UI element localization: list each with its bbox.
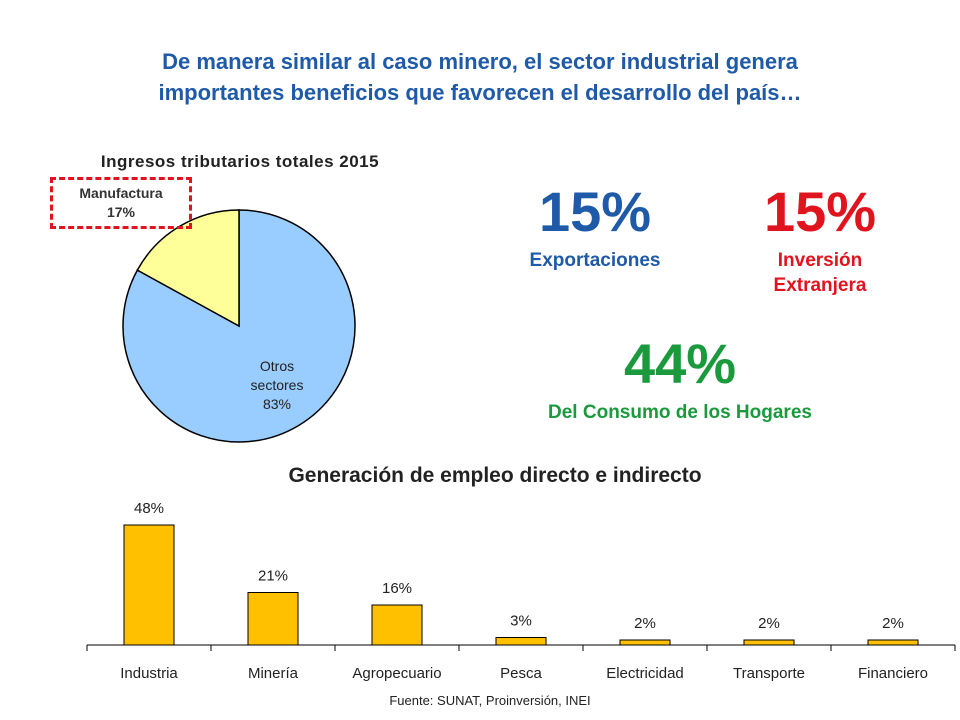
bar-category-label: Pesca bbox=[500, 665, 542, 682]
headline-line-2: importantes beneficios que favorecen el … bbox=[158, 80, 802, 105]
stat-consumo-label: Del Consumo de los Hogares bbox=[548, 402, 812, 423]
bar-agropecuario bbox=[371, 604, 423, 646]
pie-label-otros-sectores: Otros sectores 83% bbox=[222, 357, 332, 414]
headline: De manera similar al caso minero, el sec… bbox=[60, 46, 900, 108]
pie-label-manufactura: Manufactura 17% bbox=[50, 184, 192, 222]
bar-value-label: 2% bbox=[758, 615, 780, 632]
bar-category-label: Financiero bbox=[858, 665, 928, 682]
pie-label-otros-name-1: Otros bbox=[259, 358, 295, 374]
stat-inversion-extranjera: 15% Inversión Extranjera bbox=[720, 182, 920, 298]
bar-financiero bbox=[867, 639, 919, 646]
headline-line-1: De manera similar al caso minero, el sec… bbox=[162, 49, 798, 74]
stat-inversion-label-1: Inversión bbox=[777, 250, 863, 271]
bar-minería bbox=[247, 592, 299, 646]
stat-exportaciones-label: Exportaciones bbox=[529, 250, 661, 271]
stat-inversion-label-2: Extranjera bbox=[773, 275, 867, 296]
source-note: Fuente: SUNAT, Proinversión, INEI bbox=[389, 693, 591, 708]
pie-chart-title: Ingresos tributarios totales 2015 bbox=[100, 152, 380, 171]
bar-chart-title: Generación de empleo directo e indirecto bbox=[288, 464, 702, 487]
bar-industria bbox=[123, 524, 175, 646]
bar-category-label: Industria bbox=[120, 665, 178, 682]
bar-category-label: Minería bbox=[248, 665, 299, 682]
bar-value-label: 16% bbox=[382, 580, 412, 597]
bar-category-label: Agropecuario bbox=[352, 665, 441, 682]
stat-exportaciones: 15% Exportaciones bbox=[490, 182, 700, 273]
manufactura-highlight-box bbox=[50, 177, 192, 229]
pie-label-otros-value: 83% bbox=[262, 396, 292, 412]
bar-category-label: Transporte bbox=[733, 665, 805, 682]
pie-label-manufactura-name: Manufactura bbox=[79, 185, 163, 201]
pie-label-manufactura-value: 17% bbox=[106, 204, 136, 220]
stat-consumo-value: 44% bbox=[623, 332, 737, 395]
bar-value-label: 2% bbox=[882, 615, 904, 632]
bar-electricidad bbox=[619, 639, 671, 646]
stat-exportaciones-value: 15% bbox=[538, 180, 652, 243]
bar-value-label: 48% bbox=[134, 500, 164, 517]
bar-category-label: Electricidad bbox=[606, 665, 684, 682]
stat-inversion-value: 15% bbox=[763, 180, 877, 243]
bar-transporte bbox=[743, 639, 795, 646]
bar-pesca bbox=[495, 637, 547, 646]
bar-value-label: 2% bbox=[634, 615, 656, 632]
pie-label-otros-name-2: sectores bbox=[250, 377, 304, 393]
stat-consumo-hogares: 44% Del Consumo de los Hogares bbox=[480, 334, 880, 425]
bar-value-label: 21% bbox=[258, 568, 288, 585]
bar-value-label: 3% bbox=[510, 613, 532, 630]
